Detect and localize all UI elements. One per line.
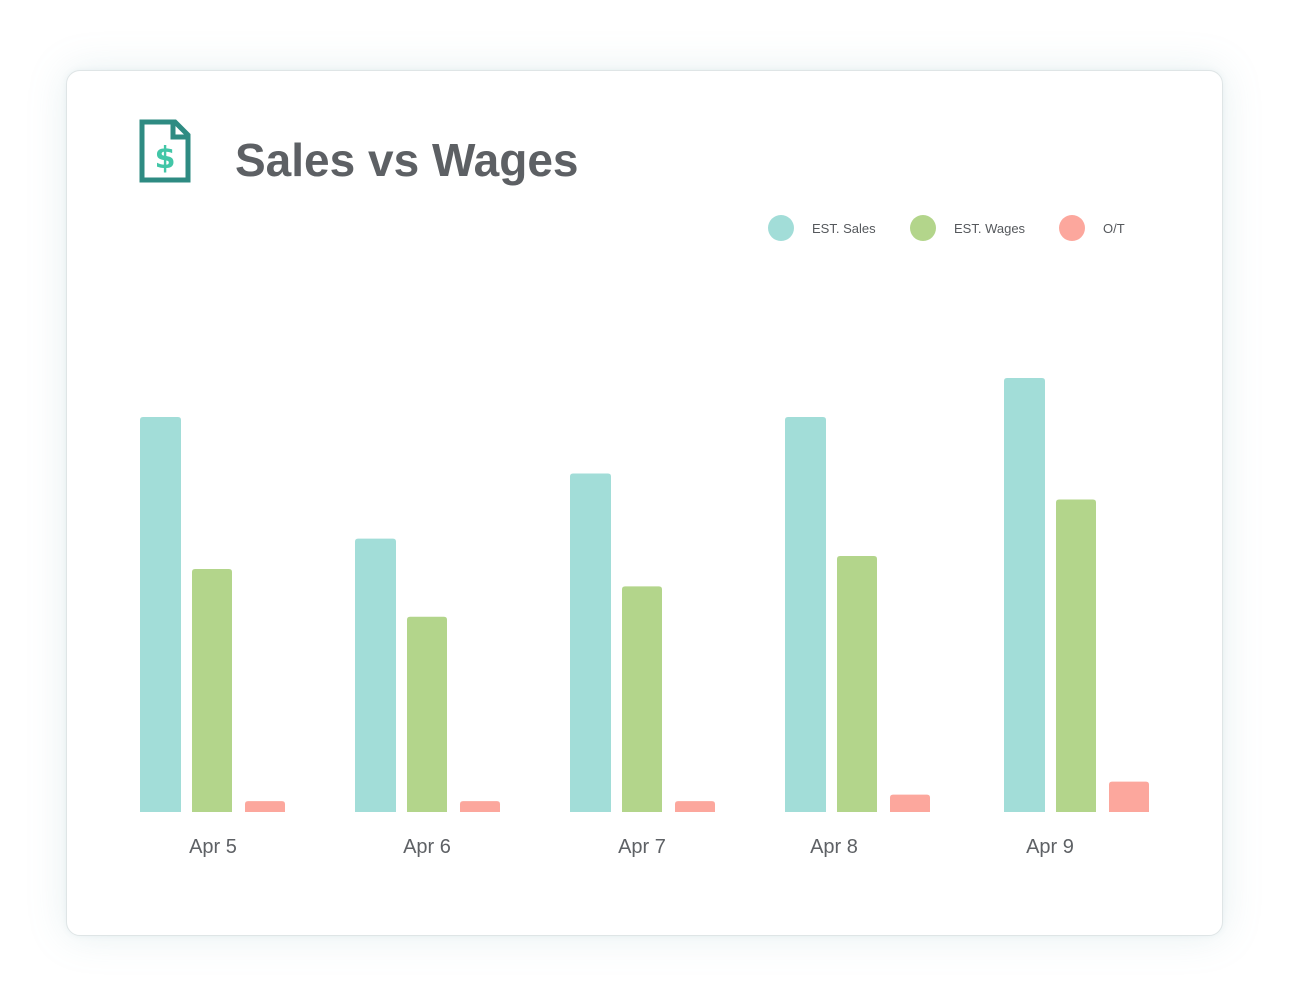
bar-est-wages-apr-6 — [407, 616, 447, 812]
bar-est-sales-apr-5 — [140, 417, 181, 812]
x-tick-label: Apr 5 — [189, 836, 237, 858]
bar-est-wages-apr-7 — [622, 586, 662, 812]
bar-o-t-apr-8 — [890, 794, 930, 812]
legend-swatch — [768, 215, 794, 241]
bar-est-wages-apr-5 — [192, 568, 232, 812]
x-tick-label: Apr 6 — [403, 836, 451, 858]
x-tick-label: Apr 9 — [1026, 836, 1074, 858]
legend-item-est-sales: EST. Sales — [768, 214, 876, 242]
legend-item-est-wages: EST. Wages — [910, 214, 1025, 242]
legend-label: EST. Wages — [954, 220, 1026, 236]
bar-o-t-apr-5 — [245, 801, 285, 812]
bar-est-wages-apr-9 — [1056, 499, 1096, 812]
bar-o-t-apr-7 — [675, 801, 715, 812]
dollar-document-icon: $ — [139, 119, 191, 183]
legend-label: EST. Sales — [812, 220, 876, 236]
x-tick-label: Apr 8 — [810, 836, 858, 858]
svg-text:$: $ — [155, 141, 176, 176]
legend-label: O/T — [1103, 220, 1125, 236]
legend-swatch — [1059, 215, 1085, 241]
legend-swatch — [910, 215, 936, 241]
bar-o-t-apr-9 — [1109, 781, 1149, 812]
bar-o-t-apr-6 — [460, 801, 500, 812]
bar-est-sales-apr-7 — [570, 473, 611, 812]
bar-est-sales-apr-6 — [355, 538, 396, 812]
bar-est-sales-apr-8 — [785, 417, 826, 812]
x-tick-label: Apr 7 — [618, 836, 666, 858]
legend-item-ot: O/T — [1059, 214, 1125, 242]
bar-est-sales-apr-9 — [1004, 378, 1045, 812]
bar-est-wages-apr-8 — [837, 555, 877, 812]
chart-title: Sales vs Wages — [235, 134, 579, 186]
